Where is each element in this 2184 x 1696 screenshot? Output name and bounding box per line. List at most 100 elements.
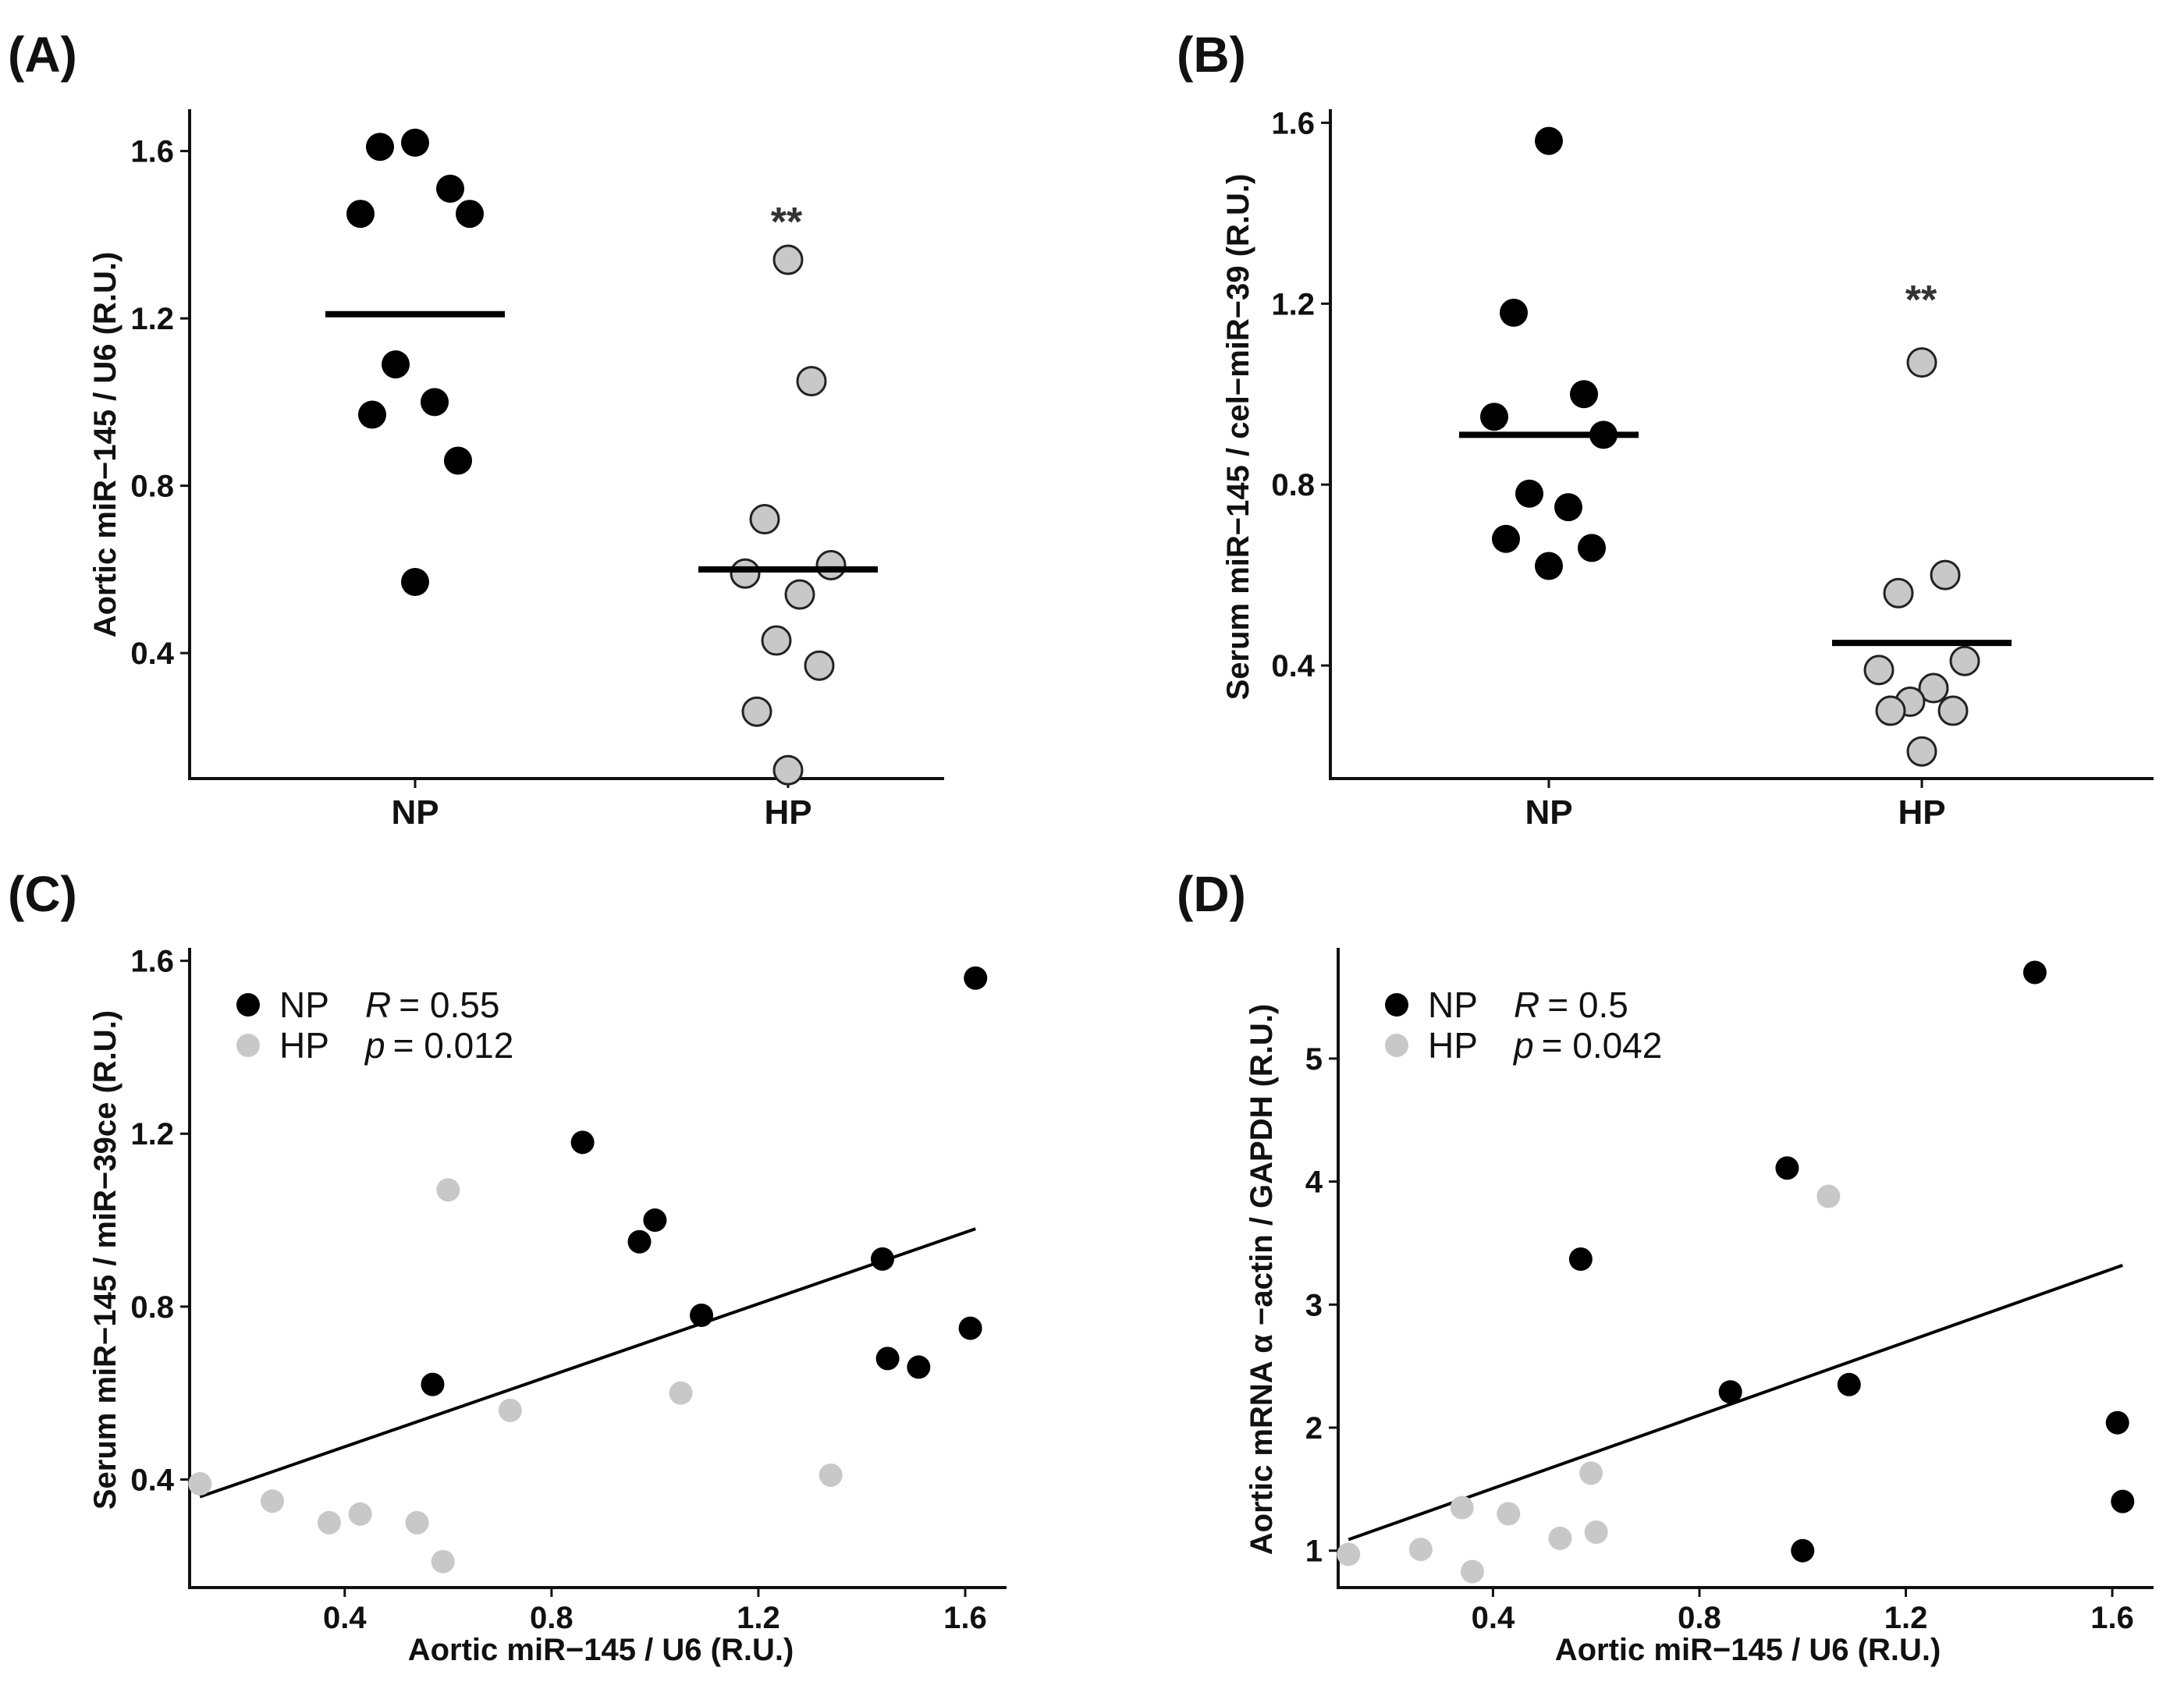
panel-d-y-ticks: 1 2 3 4 5 — [1305, 1042, 1338, 1569]
panel-d-stat-r-value: = 0.5 — [1547, 985, 1628, 1025]
panel-b-np-point — [1480, 403, 1508, 431]
panel-c-hp-point — [317, 1510, 341, 1535]
panel-c-stat-r-symbol: R — [365, 985, 391, 1025]
panel-d-legend-hp-label: HP — [1428, 1025, 1478, 1066]
panel-a-np-point — [382, 350, 410, 379]
panel-b-np-point — [1578, 534, 1606, 562]
panel-a-significance: ** — [771, 200, 803, 245]
panel-a-np-point — [401, 128, 429, 157]
panel-a-ytick-label: 0.4 — [130, 637, 174, 671]
panel-d-np-point — [1568, 1247, 1593, 1271]
panel-a-np-point — [444, 446, 472, 475]
panel-b-ytick-label: 0.4 — [1271, 649, 1315, 683]
panel-d-hp-point — [1460, 1559, 1484, 1584]
panel-b-hp-point — [1930, 559, 1961, 591]
panel-c-hp-point — [431, 1549, 455, 1574]
panel-d-ytick-label: 4 — [1305, 1166, 1323, 1200]
panel-b-np-point — [1492, 524, 1520, 553]
panel-b-marks — [1459, 126, 2012, 767]
panel-a-ytick-label: 1.6 — [130, 135, 174, 169]
panel-b-hp-point — [1875, 695, 1906, 726]
panel-c-hp-point — [819, 1463, 843, 1487]
panel-c-regression-line — [199, 1227, 976, 1499]
panel-c-y-ticks: 0.4 0.8 1.2 1.6 — [130, 945, 190, 1497]
panel-d-np-point — [2022, 960, 2047, 985]
panel-c-np-point — [870, 1247, 894, 1271]
panel-c-np-point — [570, 1130, 595, 1155]
panel-a-y-title: Aortic miR−145 / U6 (R.U.) — [88, 252, 123, 638]
panel-d-np-point — [1791, 1538, 1815, 1563]
panel-d-letter: (D) — [1177, 866, 1246, 922]
panel-d-hp-point — [1579, 1461, 1603, 1485]
panel-a-hp-point — [772, 754, 804, 786]
panel-d-np-point — [1718, 1380, 1742, 1404]
panel-a-cat-np: NP — [391, 793, 439, 832]
panel-b-cat-np: NP — [1525, 793, 1572, 832]
panel-a-ytick-label: 1.2 — [130, 302, 174, 336]
panel-d-ytick-label: 2 — [1305, 1411, 1323, 1446]
panel-a-hp-point — [796, 366, 827, 397]
panel-c-stat-p: p = 0.012 — [364, 1025, 513, 1066]
panel-b-ytick-label: 0.8 — [1271, 468, 1315, 502]
panel-a-np-point — [366, 133, 394, 161]
panel-d-ytick-label: 5 — [1305, 1042, 1323, 1077]
panel-c-legend-np-swatch — [236, 993, 260, 1017]
panel-d-legend-hp-swatch — [1385, 1034, 1408, 1057]
panel-d-hp-point — [1497, 1502, 1521, 1526]
panel-d-legend-np-swatch — [1385, 993, 1408, 1017]
panel-b-y-ticks: 0.4 0.8 1.2 1.6 — [1271, 106, 1330, 683]
panel-a-hp-point — [741, 696, 772, 727]
panel-d-hp-point — [1337, 1542, 1361, 1566]
panel-d-stat-p-symbol: p — [1512, 1025, 1534, 1066]
panel-a-np-point — [456, 200, 484, 229]
panel-d-ytick-label: 1 — [1305, 1535, 1323, 1569]
panel-c-y-title: Serum miR−145 / miR−39ce (R.U.) — [88, 1010, 123, 1510]
panel-d-stat-r-symbol: R — [1514, 985, 1539, 1025]
panel-c-x-ticks: 0.4 0.8 1.2 1.6 — [323, 1588, 987, 1635]
panel-c-legend-np-label: NP — [279, 985, 329, 1025]
panel-c-np-point — [421, 1372, 445, 1396]
panel-c-hp-point — [498, 1398, 522, 1422]
panel-a: (A) 0.4 0.8 1.2 1.6 NP HP Aortic miR−145… — [8, 27, 944, 832]
panel-c-stat-r: R = 0.55 — [365, 985, 499, 1025]
panel-b-np-point — [1535, 126, 1563, 155]
panel-a-hp-point — [804, 650, 835, 681]
panel-c-hp-point — [405, 1510, 429, 1535]
panel-b-ytick-label: 1.6 — [1271, 106, 1315, 140]
panel-d-hp-point — [1548, 1526, 1572, 1550]
panel-b-significance: ** — [1905, 278, 1937, 323]
panel-d-legend: NP HP R = 0.5 p = 0.042 — [1385, 985, 1662, 1066]
panel-d-xtick-label: 1.2 — [1884, 1601, 1928, 1635]
panel-a-hp-point — [749, 504, 780, 535]
panel-c-xtick-label: 0.8 — [530, 1601, 574, 1635]
panel-c-letter: (C) — [8, 866, 77, 922]
panel-a-hp-point — [772, 244, 804, 275]
panel-c: (C) 0.4 0.8 1.2 1.6 0.4 0.8 1.2 1.6 Aort… — [8, 866, 1007, 1667]
panel-a-np-point — [421, 388, 449, 417]
panel-d-x-ticks: 0.4 0.8 1.2 1.6 — [1472, 1588, 2134, 1635]
panel-d-y-title: Aortic mRNA α −actin / GAPDH (R.U.) — [1245, 1004, 1279, 1556]
panel-b-np-point — [1515, 479, 1543, 508]
panel-c-xtick-label: 1.2 — [737, 1601, 780, 1635]
panel-b-hp-point — [1949, 645, 1980, 676]
panel-c-hp-point — [348, 1502, 372, 1526]
panel-a-np-point — [346, 200, 375, 229]
panel-b-y-title: Serum miR−145 / cel−miR−39 (R.U.) — [1221, 174, 1255, 701]
panel-c-ytick-label: 0.8 — [130, 1290, 174, 1325]
panel-a-hp-point — [815, 550, 847, 581]
panel-a-hp-point — [784, 579, 815, 610]
panel-d: (D) 1 2 3 4 5 0.4 0.8 1.2 1.6 Aortic miR… — [1177, 866, 2154, 1667]
panel-b-np-point — [1535, 552, 1563, 580]
panel-c-stat-r-value: = 0.55 — [399, 985, 499, 1025]
panel-c-ytick-label: 1.2 — [130, 1117, 174, 1151]
panel-a-ytick-label: 0.8 — [130, 470, 174, 504]
panel-a-hp-point — [730, 558, 761, 589]
panel-c-x-title: Aortic miR−145 / U6 (R.U.) — [408, 1633, 794, 1667]
panel-c-np-point — [627, 1229, 652, 1254]
panel-c-xtick-label: 1.6 — [943, 1601, 987, 1635]
panel-d-hp-point — [1816, 1184, 1841, 1208]
panel-c-stat-p-symbol: p — [364, 1025, 385, 1066]
panel-d-xtick-label: 0.4 — [1472, 1601, 1515, 1635]
